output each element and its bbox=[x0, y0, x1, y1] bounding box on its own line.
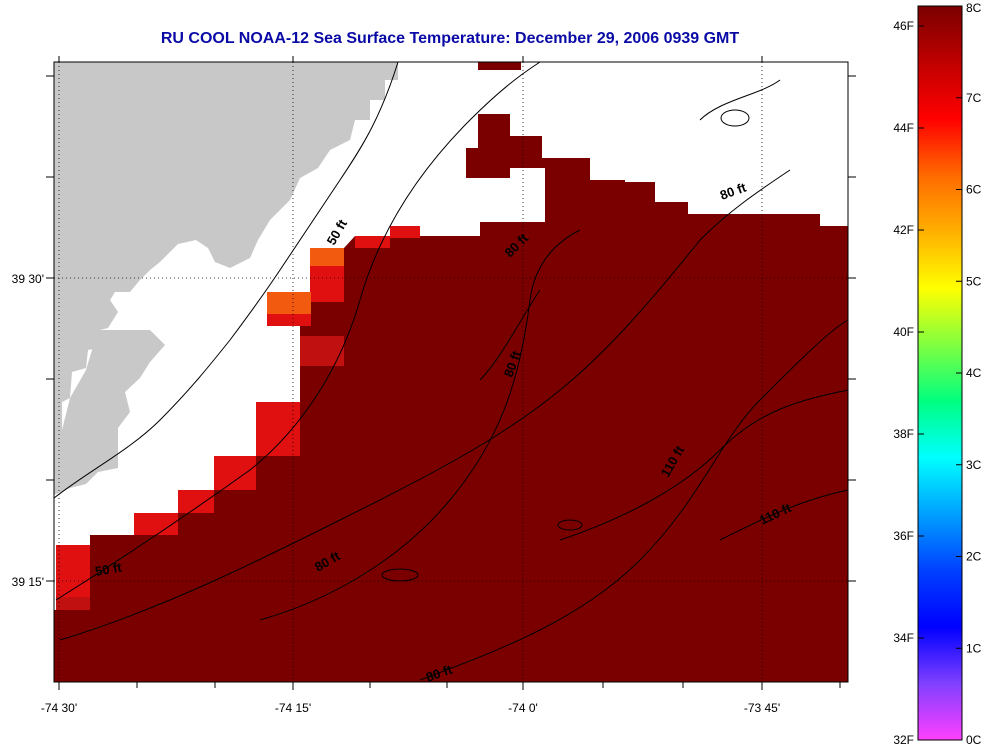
colorbar-fahrenheit-label: 42F bbox=[893, 223, 914, 237]
colorbar-celsius-label: 4C bbox=[966, 366, 982, 380]
lat-tick-label: 39 30' bbox=[12, 272, 44, 286]
sst-red-cell bbox=[178, 490, 214, 513]
sst-red-cell bbox=[56, 545, 90, 597]
lat-lon-grid bbox=[54, 62, 848, 682]
land-barrier-islands bbox=[230, 170, 258, 200]
sst-red-cell bbox=[390, 226, 420, 238]
lat-tick-label: 39 15' bbox=[12, 575, 44, 589]
bathymetry-contours bbox=[53, 61, 849, 681]
sst-red-cell bbox=[56, 597, 90, 610]
sst-warm-sliver-top bbox=[478, 62, 521, 70]
lon-tick-label: -74 0' bbox=[508, 701, 538, 715]
sst-warm-water bbox=[54, 180, 848, 682]
colorbar-celsius-label: 8C bbox=[966, 1, 982, 15]
sst-orange-cell bbox=[267, 292, 311, 314]
lon-tick-label: -74 15' bbox=[275, 701, 311, 715]
colorbar-celsius-label: 3C bbox=[966, 458, 982, 472]
colorbar-celsius-label: 6C bbox=[966, 183, 982, 197]
colorbar-fahrenheit-label: 38F bbox=[893, 427, 914, 441]
sst-orange-cell bbox=[310, 248, 344, 266]
colorbar-fahrenheit-label: 32F bbox=[893, 733, 914, 747]
colorbar-celsius-label: 7C bbox=[966, 91, 982, 105]
sst-red-cell bbox=[134, 513, 178, 535]
sst-red-cell bbox=[267, 314, 311, 326]
colorbar-fahrenheit-label: 34F bbox=[893, 631, 914, 645]
contour-label: 50 ft bbox=[94, 559, 124, 579]
colorbar-fahrenheit-label: 36F bbox=[893, 529, 914, 543]
colorbar-celsius-label: 5C bbox=[966, 274, 982, 288]
map-title: RU COOL NOAA-12 Sea Surface Temperature:… bbox=[160, 30, 740, 47]
land-south-peninsula bbox=[54, 330, 165, 495]
sst-warm-patch-north bbox=[466, 114, 590, 195]
colorbar-fahrenheit-label: 40F bbox=[893, 325, 914, 339]
sst-red-cell bbox=[355, 236, 390, 248]
lon-tick-label: -74 30' bbox=[41, 701, 77, 715]
land-new-jersey bbox=[54, 62, 398, 445]
colorbar-celsius-label: 0C bbox=[966, 733, 982, 747]
colorbar-ticks bbox=[918, 5, 962, 741]
axis-ticks bbox=[46, 56, 856, 690]
sst-red-cell bbox=[310, 266, 344, 302]
sst-red-cell bbox=[214, 456, 256, 490]
colorbar-celsius-label: 2C bbox=[966, 550, 982, 564]
colorbar-fahrenheit-label: 46F bbox=[893, 19, 914, 33]
colorbar-celsius-label: 1C bbox=[966, 641, 982, 655]
colorbar-fahrenheit-label: 44F bbox=[893, 121, 914, 135]
map-frame bbox=[53, 61, 849, 683]
colorbar-gradient bbox=[917, 5, 963, 741]
lon-tick-label: -73 45' bbox=[744, 701, 780, 715]
